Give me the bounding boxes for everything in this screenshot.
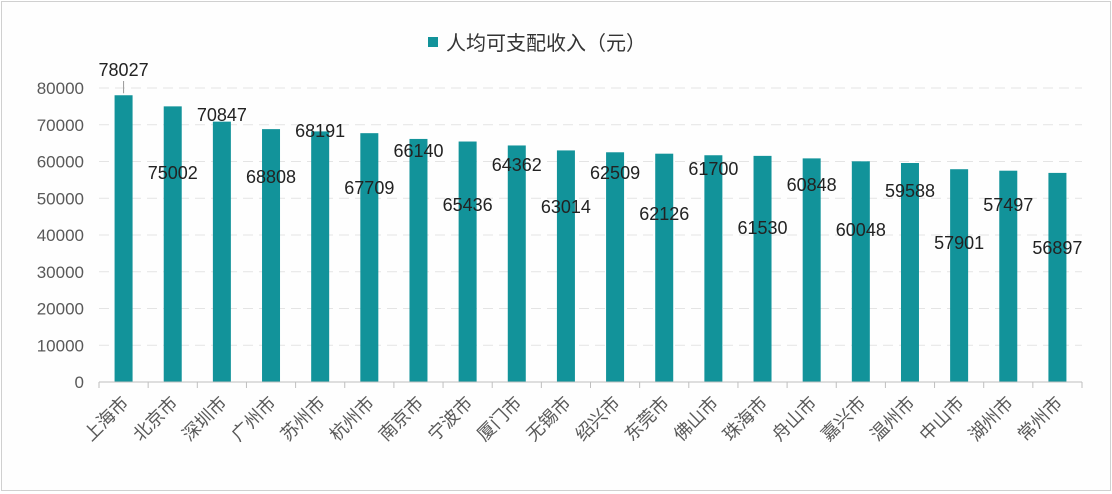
y-tick-label: 40000 bbox=[37, 226, 84, 245]
bars bbox=[114, 95, 1067, 383]
x-tick-label: 常州市 bbox=[1014, 393, 1066, 445]
bar bbox=[311, 131, 330, 382]
data-label: 61700 bbox=[688, 159, 738, 179]
x-tick-label: 苏州市 bbox=[277, 393, 329, 445]
x-tick-label: 厦门市 bbox=[473, 393, 525, 445]
data-label: 60848 bbox=[787, 175, 837, 195]
x-tick-label: 上海市 bbox=[80, 393, 132, 445]
data-label: 66140 bbox=[393, 141, 443, 161]
data-label: 64362 bbox=[492, 155, 542, 175]
x-axis: 上海市北京市深圳市广州市苏州市杭州市南京市宁波市厦门市无锡市绍兴市东莞市佛山市珠… bbox=[80, 381, 1083, 445]
y-tick-label: 70000 bbox=[37, 116, 84, 135]
data-label: 62126 bbox=[639, 204, 689, 224]
x-tick-label: 宁波市 bbox=[424, 393, 476, 445]
bar bbox=[409, 138, 428, 382]
bar bbox=[655, 153, 674, 382]
x-tick-label: 深圳市 bbox=[178, 393, 230, 445]
data-label: 78027 bbox=[99, 60, 149, 80]
data-label: 70847 bbox=[197, 105, 247, 125]
bar bbox=[606, 152, 625, 382]
y-tick-label: 60000 bbox=[37, 153, 84, 172]
y-tick-label: 20000 bbox=[37, 300, 84, 319]
data-labels: 78027 75002 70847 68808 68191 67709 66140 65436… bbox=[99, 60, 1083, 258]
x-tick-label: 绍兴市 bbox=[572, 393, 624, 445]
data-label: 68191 bbox=[295, 121, 345, 141]
data-label: 61530 bbox=[737, 218, 787, 238]
data-label: 57901 bbox=[934, 233, 984, 253]
bar bbox=[458, 141, 477, 382]
y-tick-label: 30000 bbox=[37, 263, 84, 282]
bar bbox=[360, 133, 379, 382]
data-label: 67709 bbox=[344, 178, 394, 198]
bar bbox=[753, 155, 772, 382]
bar bbox=[900, 163, 919, 382]
x-tick-label: 温州市 bbox=[866, 393, 918, 445]
x-tick-label: 广州市 bbox=[228, 393, 280, 445]
bar bbox=[704, 155, 723, 382]
data-label: 68808 bbox=[246, 167, 296, 187]
bar bbox=[507, 145, 526, 382]
bar bbox=[999, 170, 1018, 382]
data-label: 56897 bbox=[1032, 238, 1082, 258]
x-tick-label: 无锡市 bbox=[522, 393, 574, 445]
bar bbox=[851, 161, 870, 382]
data-label: 75002 bbox=[148, 163, 198, 183]
x-tick-label: 嘉兴市 bbox=[817, 393, 869, 445]
bar bbox=[262, 129, 281, 382]
x-tick-label: 北京市 bbox=[129, 393, 181, 445]
legend: 人均可支配收入（元） bbox=[428, 32, 646, 55]
data-label: 57497 bbox=[983, 195, 1033, 215]
bar bbox=[163, 106, 182, 383]
data-label: 63014 bbox=[541, 197, 591, 217]
x-tick-label: 杭州市 bbox=[326, 393, 378, 445]
y-tick-label: 10000 bbox=[37, 336, 84, 355]
data-label: 60048 bbox=[836, 220, 886, 240]
bar bbox=[802, 158, 821, 382]
data-label: 59588 bbox=[885, 181, 935, 201]
legend-swatch bbox=[428, 37, 438, 47]
y-axis: 0 10000 20000 30000 40000 50000 60000 70000 8000… bbox=[37, 79, 84, 392]
data-label: 62509 bbox=[590, 163, 640, 183]
x-tick-label: 湖州市 bbox=[965, 393, 1017, 445]
y-tick-label: 50000 bbox=[37, 189, 84, 208]
bar bbox=[950, 169, 969, 382]
bar bbox=[1048, 172, 1067, 382]
x-tick-label: 佛山市 bbox=[670, 393, 722, 445]
x-tick-label: 舟山市 bbox=[768, 393, 820, 445]
x-tick-label: 南京市 bbox=[375, 393, 427, 445]
bar bbox=[556, 150, 575, 382]
legend-label: 人均可支配收入（元） bbox=[446, 32, 646, 55]
bar bbox=[114, 95, 133, 382]
x-tick-label: 中山市 bbox=[916, 393, 968, 445]
bar bbox=[212, 121, 231, 383]
y-tick-label: 0 bbox=[75, 373, 84, 392]
y-tick-label: 80000 bbox=[37, 79, 84, 98]
x-tick-label: 东莞市 bbox=[621, 393, 673, 445]
data-label: 65436 bbox=[443, 195, 493, 215]
x-tick-label: 珠海市 bbox=[719, 393, 771, 445]
